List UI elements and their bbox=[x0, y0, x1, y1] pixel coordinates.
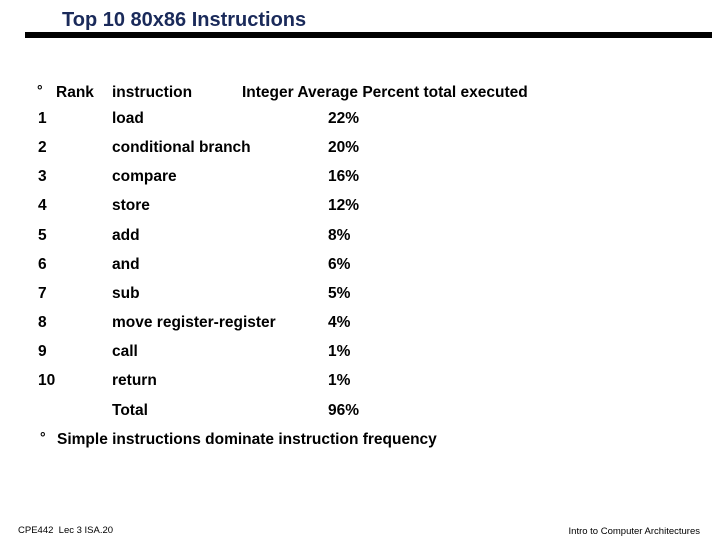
table-row: 9 call 1% bbox=[0, 343, 720, 363]
footer-course-title: Intro to Computer Architectures bbox=[568, 526, 700, 537]
percent-cell: 8% bbox=[328, 227, 351, 244]
table-total-row: Total 96% bbox=[0, 402, 720, 422]
instruction-cell: Total bbox=[112, 402, 148, 419]
rank-cell: 5 bbox=[38, 227, 47, 244]
table-row: 7 sub 5% bbox=[0, 285, 720, 305]
table-row: 10 return 1% bbox=[0, 372, 720, 392]
rank-cell: 1 bbox=[38, 110, 47, 127]
percent-cell: 1% bbox=[328, 343, 351, 360]
header-percent: Integer Average Percent total executed bbox=[242, 84, 528, 101]
rank-cell: 8 bbox=[38, 314, 47, 331]
instruction-cell: load bbox=[112, 110, 144, 127]
rank-cell: 9 bbox=[38, 343, 47, 360]
title-underline-rule bbox=[25, 32, 712, 38]
table-row: 3 compare 16% bbox=[0, 168, 720, 188]
instruction-cell: and bbox=[112, 256, 140, 273]
instruction-cell: call bbox=[112, 343, 138, 360]
header-rank: Rank bbox=[56, 84, 94, 101]
rank-cell: 10 bbox=[38, 372, 56, 389]
instruction-cell: move register-register bbox=[112, 314, 276, 331]
percent-cell: 22% bbox=[328, 110, 360, 127]
instruction-cell: return bbox=[112, 372, 157, 389]
header-instruction: instruction bbox=[112, 84, 193, 101]
table-row: 1 load 22% bbox=[0, 110, 720, 130]
percent-cell: 20% bbox=[328, 139, 360, 156]
instruction-cell: compare bbox=[112, 168, 177, 185]
rank-cell: 3 bbox=[38, 168, 47, 185]
note-text: Simple instructions dominate instruction… bbox=[57, 431, 437, 448]
bullet-icon: ° bbox=[40, 429, 46, 445]
table-row: 5 add 8% bbox=[0, 227, 720, 247]
percent-cell: 12% bbox=[328, 197, 360, 214]
rank-cell: 6 bbox=[38, 256, 47, 273]
table-row: 4 store 12% bbox=[0, 197, 720, 217]
footer-course-label: CPE442 Lec 3 ISA.20 bbox=[18, 525, 114, 536]
rank-cell: 2 bbox=[38, 139, 47, 156]
percent-cell: 16% bbox=[328, 168, 360, 185]
rank-cell: 7 bbox=[38, 285, 47, 302]
instruction-cell: add bbox=[112, 227, 140, 244]
table-row: 6 and 6% bbox=[0, 256, 720, 276]
percent-cell: 4% bbox=[328, 314, 351, 331]
instruction-cell: store bbox=[112, 197, 150, 214]
percent-cell: 96% bbox=[328, 402, 360, 419]
bullet-icon: ° bbox=[37, 82, 43, 98]
rank-cell: 4 bbox=[38, 197, 47, 214]
table-row: 8 move register-register 4% bbox=[0, 314, 720, 334]
instruction-cell: sub bbox=[112, 285, 140, 302]
percent-cell: 5% bbox=[328, 285, 351, 302]
percent-cell: 1% bbox=[328, 372, 351, 389]
page-title: Top 10 80x86 Instructions bbox=[62, 9, 307, 31]
table-header-row: ° Rank instruction Integer Average Perce… bbox=[0, 82, 720, 104]
instruction-cell: conditional branch bbox=[112, 139, 251, 156]
table-row: 2 conditional branch 20% bbox=[0, 139, 720, 159]
percent-cell: 6% bbox=[328, 256, 351, 273]
